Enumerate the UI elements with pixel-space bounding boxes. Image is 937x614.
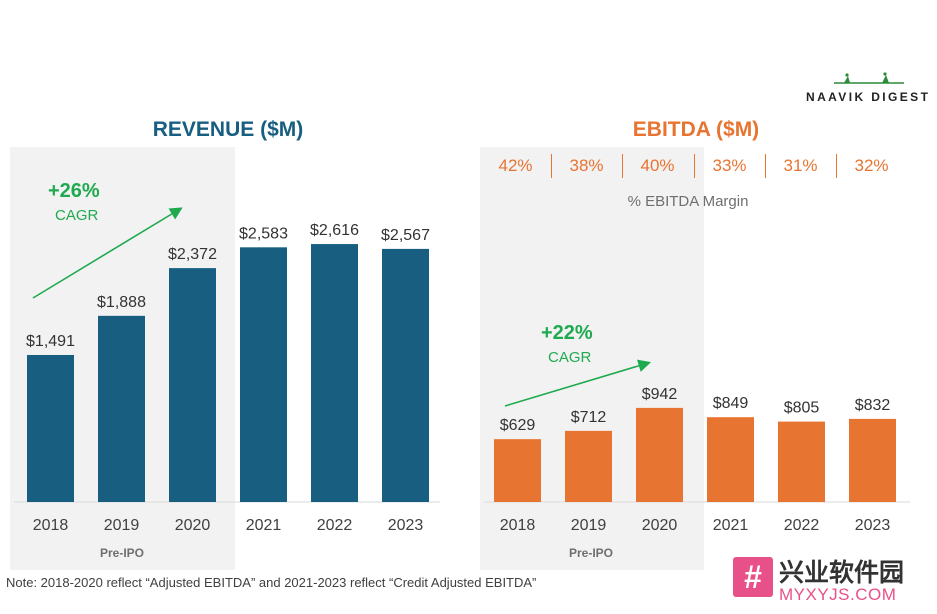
ebitda-x-tick-2021: 2021 bbox=[713, 517, 749, 534]
revenue-value-label-2020: $2,372 bbox=[168, 246, 217, 263]
revenue-x-tick-2019: 2019 bbox=[104, 517, 140, 534]
margin-2021: 33% bbox=[712, 156, 747, 175]
ebitda-x-tick-2018: 2018 bbox=[500, 517, 536, 534]
naavik-digest-logo: NAAVIK DIGEST bbox=[800, 72, 932, 108]
ebitda-cagr-arrow bbox=[504, 359, 652, 407]
margin-separator bbox=[765, 154, 766, 178]
revenue-x-tick-2021: 2021 bbox=[246, 517, 282, 534]
footnote: Note: 2018-2020 reflect “Adjusted EBITDA… bbox=[6, 575, 537, 590]
revenue-x-tick-2020: 2020 bbox=[175, 517, 211, 534]
ebitda-value-label-2023: $832 bbox=[855, 397, 891, 414]
ebitda-cagr-value: +22% bbox=[541, 322, 593, 344]
revenue-pre-ipo-label: Pre-IPO bbox=[99, 546, 144, 560]
watermark-en-text: MYXYJS.COM bbox=[779, 585, 897, 604]
ebitda-pre-ipo-label: Pre-IPO bbox=[568, 546, 613, 560]
ebitda-bar-2020 bbox=[636, 407, 683, 502]
ebitda-value-label-2020: $942 bbox=[642, 386, 678, 403]
margin-separator bbox=[836, 154, 837, 178]
ebitda-value-label-2022: $805 bbox=[784, 400, 820, 417]
margin-separator bbox=[694, 154, 695, 178]
revenue-x-tick-2022: 2022 bbox=[317, 517, 353, 534]
ebitda-value-label-2019: $712 bbox=[571, 409, 607, 426]
revenue-x-tick-2023: 2023 bbox=[388, 517, 424, 534]
margin-2022: 31% bbox=[783, 156, 818, 175]
revenue-cagr-label: CAGR bbox=[55, 207, 99, 224]
revenue-bar-2020 bbox=[169, 268, 216, 502]
revenue-value-label-2022: $2,616 bbox=[310, 222, 359, 239]
ebitda-value-label-2018: $629 bbox=[500, 417, 536, 434]
boat-logo-icon bbox=[834, 72, 904, 84]
revenue-x-tick-2018: 2018 bbox=[33, 517, 69, 534]
watermark: # 兴业软件园 MYXYJS.COM bbox=[733, 553, 933, 609]
margin-separator bbox=[551, 154, 552, 178]
watermark-cn-text: 兴业软件园 bbox=[779, 559, 905, 587]
ebitda-bar-2019 bbox=[565, 430, 612, 502]
revenue-bar-2018 bbox=[27, 354, 74, 502]
revenue-bar-2023 bbox=[382, 248, 429, 502]
revenue-value-label-2021: $2,583 bbox=[239, 225, 288, 242]
ebitda-bar-2022 bbox=[778, 421, 825, 502]
margin-2019: 38% bbox=[569, 156, 604, 175]
ebitda-bar-2023 bbox=[849, 418, 896, 502]
margin-separator bbox=[622, 154, 623, 178]
revenue-cagr-arrow bbox=[32, 207, 183, 299]
revenue-value-label-2023: $2,567 bbox=[381, 227, 430, 244]
margin-2023: 32% bbox=[854, 156, 889, 175]
revenue-bar-2021 bbox=[240, 247, 287, 502]
ebitda-bar-2018 bbox=[494, 439, 541, 502]
ebitda-x-tick-2023: 2023 bbox=[855, 517, 891, 534]
revenue-cagr-value: +26% bbox=[48, 180, 100, 202]
ebitda-bar-2021 bbox=[707, 417, 754, 502]
ebitda-value-label-2021: $849 bbox=[713, 395, 749, 412]
ebitda-x-tick-2022: 2022 bbox=[784, 517, 820, 534]
revenue-chart-title: REVENUE ($M) bbox=[152, 118, 304, 141]
revenue-bar-2019 bbox=[98, 315, 145, 502]
ebitda-margin-row: 42% 38% 40% 33% 31% 32% bbox=[480, 152, 908, 180]
ebitda-cagr-label: CAGR bbox=[548, 349, 592, 366]
ebitda-margin-caption: % EBITDA Margin bbox=[627, 193, 749, 210]
revenue-value-label-2018: $1,491 bbox=[26, 333, 75, 350]
ebitda-x-tick-2020: 2020 bbox=[642, 517, 678, 534]
margin-2020: 40% bbox=[640, 156, 675, 175]
ebitda-chart-title: EBITDA ($M) bbox=[632, 118, 760, 141]
logo-text: NAAVIK DIGEST bbox=[806, 90, 931, 104]
margin-2018: 42% bbox=[498, 156, 533, 175]
watermark-hash-icon: # bbox=[733, 557, 773, 597]
revenue-value-label-2019: $1,888 bbox=[97, 294, 146, 311]
revenue-bar-2022 bbox=[311, 244, 358, 503]
ebitda-x-tick-2019: 2019 bbox=[571, 517, 607, 534]
